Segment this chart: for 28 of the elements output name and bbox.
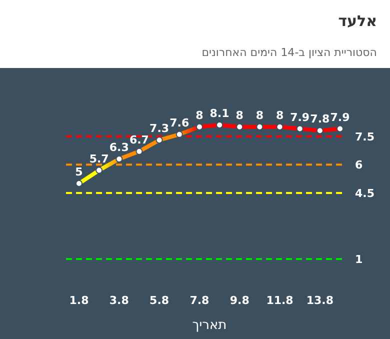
x-tick-label: 1.8 bbox=[69, 294, 89, 307]
data-label: 7.3 bbox=[150, 122, 170, 136]
data-label: 8 bbox=[256, 108, 264, 122]
ref-line-label: 1 bbox=[355, 253, 363, 266]
chart-subtitle: הסטוריית הציון ב-14 הימים האחרונים bbox=[202, 46, 377, 59]
x-tick-label: 3.8 bbox=[109, 294, 129, 307]
x-tick-label: 7.8 bbox=[190, 294, 210, 307]
ref-line-label: 7.5 bbox=[355, 130, 374, 144]
x-tick-label: 5.8 bbox=[150, 294, 170, 307]
data-label: 7.6 bbox=[170, 116, 190, 130]
data-label: 8 bbox=[236, 108, 244, 122]
data-label: 7.9 bbox=[330, 110, 350, 124]
data-label: 5 bbox=[75, 166, 83, 179]
x-tick-label: 11.8 bbox=[266, 294, 294, 307]
ref-line-label: 4.5 bbox=[355, 186, 374, 200]
x-tick-label: 13.8 bbox=[306, 294, 334, 307]
x-tick-label: 9.8 bbox=[230, 294, 250, 307]
data-label: 8 bbox=[276, 108, 284, 122]
x-axis-title: תאריך bbox=[192, 318, 227, 333]
ref-line-label: 6 bbox=[355, 158, 363, 172]
data-label: 6.7 bbox=[129, 133, 149, 146]
chart-title: אלעד bbox=[338, 12, 377, 30]
data-label: 6.3 bbox=[109, 140, 129, 154]
data-label: 7.8 bbox=[310, 112, 330, 126]
data-label: 5.7 bbox=[89, 152, 109, 166]
data-label: 7.9 bbox=[290, 110, 310, 124]
data-label: 8.1 bbox=[210, 107, 230, 120]
data-label: 8 bbox=[196, 108, 204, 122]
